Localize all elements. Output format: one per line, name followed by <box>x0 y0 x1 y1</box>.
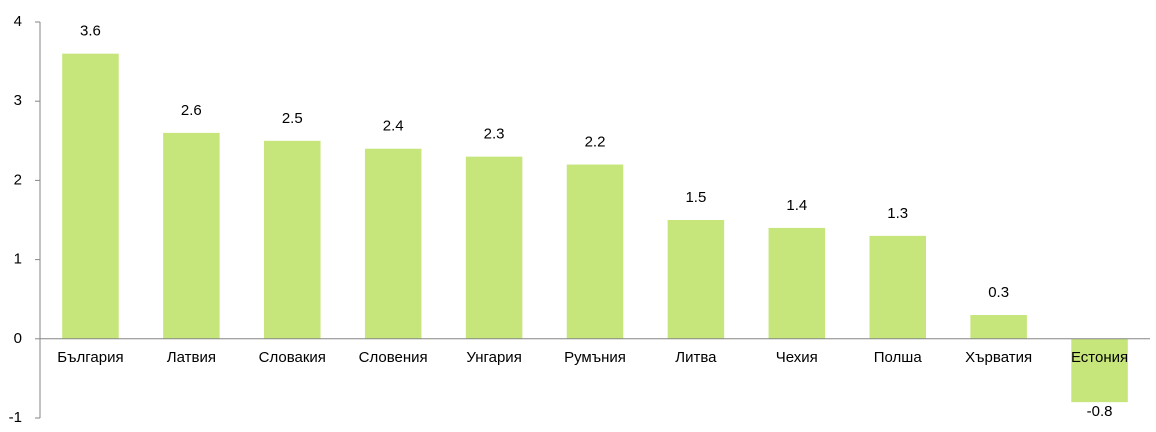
y-tick-label: -1 <box>9 409 22 426</box>
bar <box>264 140 321 339</box>
y-tick-label: 1 <box>14 251 22 268</box>
data-label: 2.5 <box>282 110 303 127</box>
bar <box>667 220 725 339</box>
bar <box>970 315 1027 339</box>
y-tick-label: 4 <box>14 13 22 30</box>
y-tick-label: 2 <box>14 171 22 188</box>
data-label: 2.6 <box>181 102 202 119</box>
x-tick-label: Румъния <box>564 349 626 366</box>
x-tick-label: Словения <box>359 349 428 366</box>
data-label: 2.2 <box>585 134 606 151</box>
x-tick-label: Естония <box>1071 349 1128 366</box>
x-tick-label: Чехия <box>776 349 818 366</box>
bar <box>1071 338 1128 403</box>
data-label: 1.3 <box>887 205 908 222</box>
y-tick-label: 3 <box>14 92 22 109</box>
data-label: -0.8 <box>1087 403 1113 420</box>
x-tick-label: Унгария <box>466 349 521 366</box>
x-tick-label: Словакия <box>259 349 326 366</box>
y-tick-label: 0 <box>14 330 22 347</box>
x-tick-label: Латвия <box>167 349 216 366</box>
x-tick-label: Полша <box>874 349 923 366</box>
x-tick-label: Литва <box>675 349 717 366</box>
bar <box>62 53 119 339</box>
bar <box>869 235 926 339</box>
data-label: 1.4 <box>786 197 807 214</box>
x-tick-label: България <box>57 349 123 366</box>
x-tick-label: Хърватия <box>965 349 1032 366</box>
data-label: 3.6 <box>80 23 101 40</box>
bar <box>768 227 826 339</box>
data-label: 2.4 <box>383 118 404 135</box>
bar <box>465 156 523 339</box>
data-label: 1.5 <box>685 189 706 206</box>
data-label: 2.3 <box>484 126 505 143</box>
bar <box>566 164 624 339</box>
data-label: 0.3 <box>988 284 1009 301</box>
bar <box>364 148 422 339</box>
bar <box>163 132 220 339</box>
